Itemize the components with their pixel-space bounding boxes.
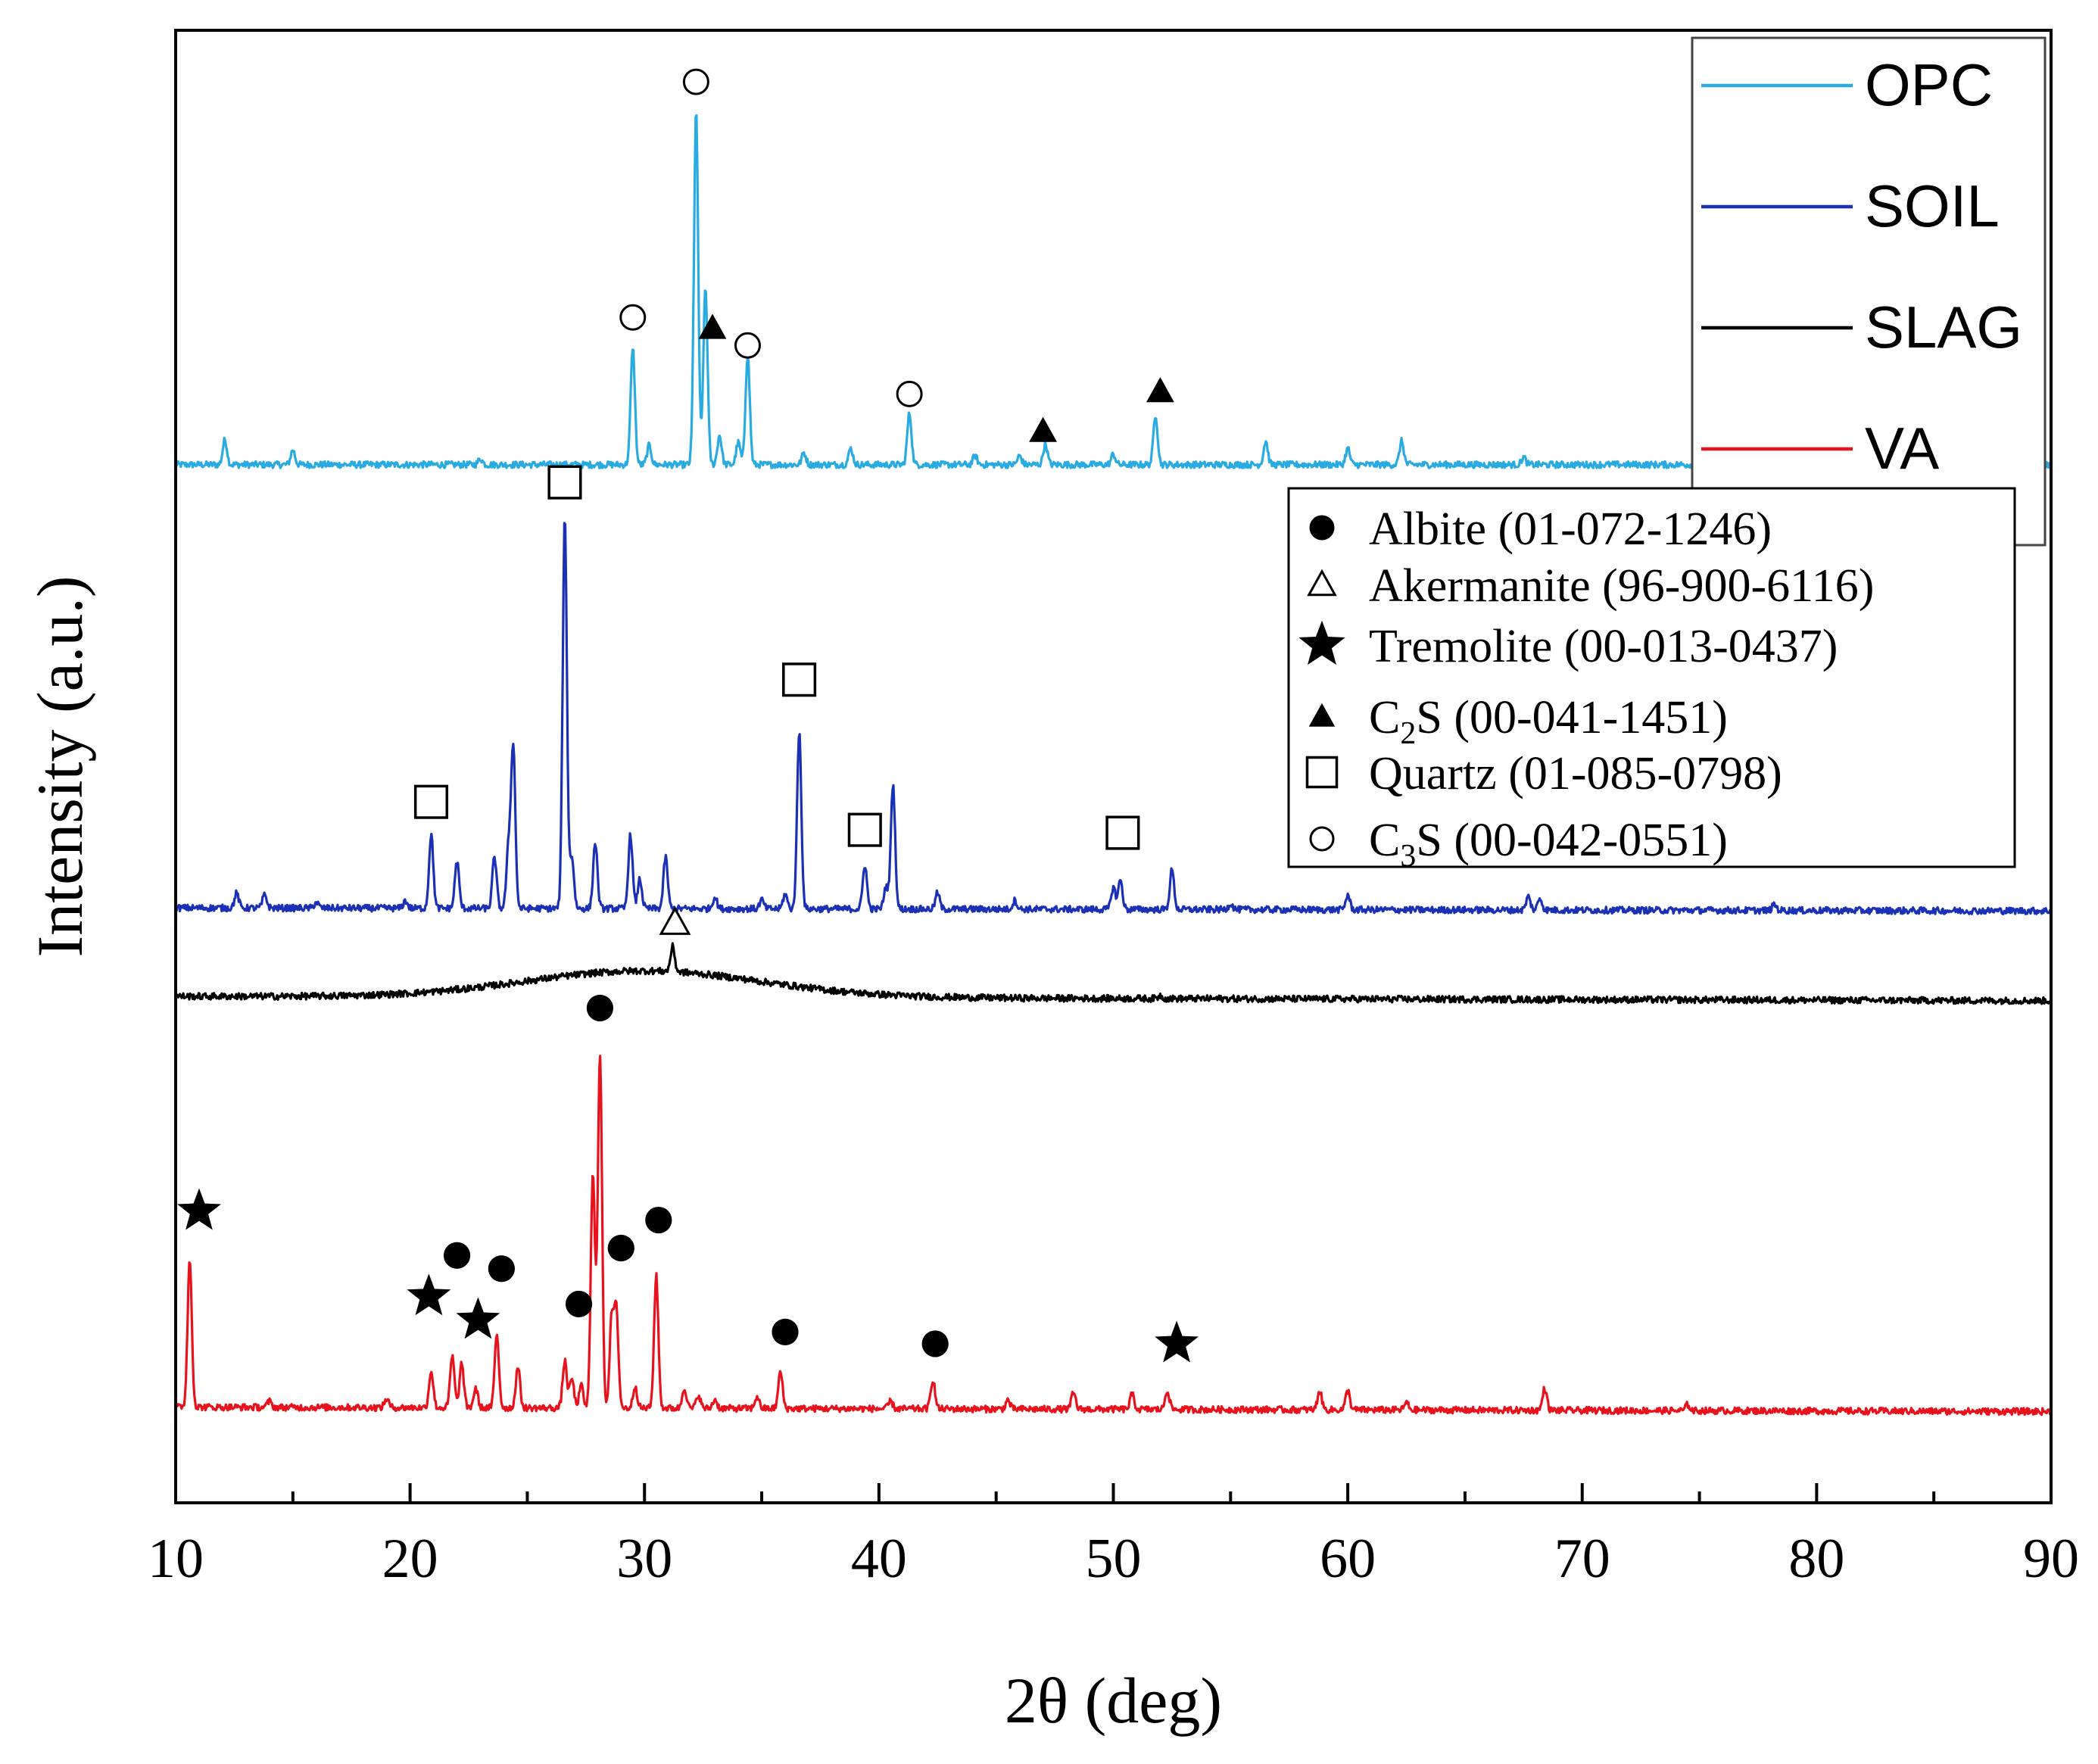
x-tick-label: 60 (1320, 1528, 1376, 1590)
series-line-va (174, 1055, 2053, 1416)
series-line-slag (174, 942, 2053, 1005)
x-tick-label: 80 (1788, 1528, 1844, 1590)
phase-legend-label: Tremolite (00-013-0437) (1369, 621, 1838, 672)
peak-marker-c3s (619, 304, 647, 331)
phase-legend-box (1287, 487, 2016, 868)
peak-marker-c3s (734, 332, 761, 359)
legend-label-opc: OPC (1865, 51, 1993, 118)
y-axis-title: Intensity (a.u.) (23, 576, 96, 958)
x-tick-label: 90 (2023, 1528, 2079, 1590)
peak-marker-albite (772, 1318, 799, 1345)
peak-marker-quartz (782, 662, 817, 697)
phase-legend-label: C2S (00-041-1451) (1369, 692, 1728, 751)
phase-legend-label: C3S (00-042-0551) (1369, 815, 1728, 874)
phase-legend-label: Albite (01-072-1246) (1369, 503, 1772, 555)
x-tick-label: 10 (148, 1528, 204, 1590)
series-legend: OPC SOIL SLAG VA (1691, 36, 2047, 547)
peak-marker-akermanite (659, 906, 691, 935)
peak-marker-c2s (1146, 377, 1174, 403)
x-tick-label: 30 (616, 1528, 672, 1590)
peak-marker-quartz (1105, 815, 1140, 850)
phase-legend-symbol-c3s (1309, 826, 1335, 852)
marker-layer (177, 68, 1199, 1363)
peak-marker-quartz (413, 784, 449, 819)
peak-marker-c3s (896, 380, 923, 407)
phase-legend-symbol-c2s (1308, 703, 1336, 727)
peak-marker-c2s (698, 313, 727, 339)
legend-label-va: VA (1865, 415, 1939, 482)
phase-legend-label: Quartz (01-085-0798) (1369, 748, 1782, 799)
peak-marker-tremolite (177, 1188, 221, 1230)
legend-label-slag: SLAG (1865, 294, 2022, 360)
peak-marker-c2s (1029, 416, 1058, 442)
phase-legend-symbol-albite (1309, 515, 1335, 541)
peak-marker-quartz (847, 812, 882, 847)
phase-legend-label: Akermanite (96-900-6116) (1369, 560, 1874, 612)
x-tick-label: 20 (382, 1528, 438, 1590)
peak-marker-albite (921, 1330, 949, 1357)
peak-marker-tremolite (456, 1297, 500, 1339)
series-legend-box (1691, 36, 2047, 547)
peak-marker-albite (645, 1206, 672, 1234)
phase-legend-symbol-akermanite (1307, 569, 1337, 597)
peak-marker-c3s (682, 68, 709, 95)
peak-marker-tremolite (1155, 1320, 1199, 1363)
peak-marker-albite (607, 1234, 634, 1262)
peak-marker-albite (565, 1290, 593, 1318)
phase-legend-symbol-tremolite (1298, 620, 1345, 665)
x-tick-label: 70 (1554, 1528, 1610, 1590)
peak-marker-tremolite (407, 1273, 451, 1316)
peak-marker-quartz (547, 465, 582, 500)
legend-label-soil: SOIL (1865, 173, 2000, 239)
phase-legend-symbol-quartz (1305, 756, 1339, 789)
peak-marker-albite (586, 994, 614, 1022)
x-axis: 10 20 30 40 50 60 70 80 90 (148, 1483, 2079, 1590)
x-axis-title: 2θ (deg) (1005, 1664, 1222, 1737)
x-tick-label: 50 (1086, 1528, 1142, 1590)
x-tick-label: 40 (851, 1528, 907, 1590)
series-line-soil (174, 522, 2053, 916)
phase-legend: Albite (01-072-1246)Akermanite (96-900-6… (1287, 487, 2016, 874)
peak-marker-albite (488, 1255, 515, 1282)
peak-marker-albite (443, 1242, 471, 1269)
